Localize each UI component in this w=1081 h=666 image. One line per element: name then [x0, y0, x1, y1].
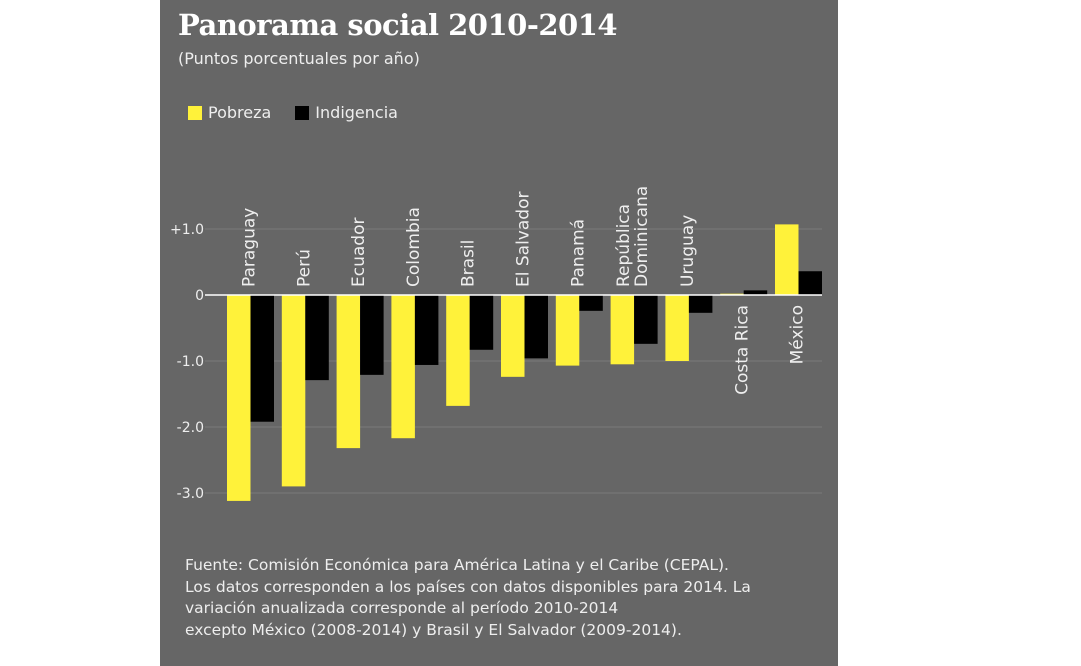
- bar-indigencia: [579, 295, 603, 311]
- note-line: excepto México (2008-2014) y Brasil y El…: [185, 620, 682, 639]
- bar-pobreza: [227, 295, 251, 501]
- bar-pobreza: [775, 224, 799, 295]
- bar-indigencia: [250, 295, 274, 422]
- legend-item-indigencia: Indigencia: [295, 103, 398, 122]
- bar-pobreza: [501, 295, 525, 377]
- legend-label-indigencia: Indigencia: [315, 103, 398, 122]
- bar-indigencia: [414, 295, 439, 365]
- chart-title: Panorama social 2010-2014: [178, 8, 618, 42]
- category-label: El Salvador: [514, 192, 534, 287]
- bar-indigencia: [634, 295, 658, 344]
- bar-chart: +1.0 0 -1.0 -2.0 -3.0 Paraguay Perú Ecuador Colo…: [170, 186, 822, 502]
- y-tick-label: -3.0: [177, 486, 204, 502]
- bar-pobreza: [610, 295, 635, 365]
- category-label: México: [788, 305, 808, 364]
- bar-pobreza: [665, 295, 689, 361]
- bar-pobreza: [336, 295, 361, 449]
- legend-swatch-pobreza: [188, 105, 202, 120]
- category-label: Ecuador: [349, 218, 369, 287]
- y-tick-label: -2.0: [177, 420, 204, 436]
- bar-pobreza: [446, 295, 470, 406]
- chart-subtitle: (Puntos porcentuales por año): [178, 49, 420, 68]
- y-tick-label: +1.0: [170, 222, 204, 238]
- legend-item-pobreza: Pobreza: [188, 103, 271, 122]
- category-label: Costa Rica: [733, 305, 753, 395]
- category-label: Perú: [294, 249, 314, 287]
- bar-pobreza: [281, 295, 306, 487]
- category-label: República: [614, 204, 634, 287]
- bar-pobreza: [555, 295, 580, 366]
- bar-indigencia: [469, 295, 494, 350]
- y-tick-label: -1.0: [177, 354, 204, 370]
- category-label: Panamá: [568, 219, 588, 287]
- category-label: Paraguay: [240, 208, 260, 287]
- note-line: variación anualizada corresponde al perí…: [185, 599, 619, 617]
- category-label: Dominicana: [632, 186, 652, 287]
- note-line: Los datos corresponden a los países con …: [185, 577, 751, 596]
- category-label: Brasil: [459, 240, 479, 287]
- bar-indigencia: [305, 295, 329, 381]
- source-note: Fuente: Comisión Económica para América …: [185, 555, 835, 641]
- bar-pobreza: [391, 295, 415, 439]
- category-label: Uruguay: [678, 215, 698, 287]
- bar-indigencia: [360, 295, 384, 375]
- category-label: Colombia: [404, 207, 424, 287]
- legend-label-pobreza: Pobreza: [208, 103, 272, 122]
- y-tick-label: 0: [195, 288, 204, 304]
- bar-indigencia: [798, 271, 822, 295]
- legend: Pobreza Indigencia: [188, 103, 422, 122]
- chart-panel: Panorama social 2010-2014 (Puntos porcen…: [160, 0, 838, 666]
- legend-swatch-indigencia: [295, 105, 310, 120]
- bar-indigencia: [688, 295, 713, 313]
- note-line: Fuente: Comisión Económica para América …: [185, 556, 729, 574]
- bar-indigencia: [743, 290, 768, 295]
- bar-indigencia: [524, 295, 548, 359]
